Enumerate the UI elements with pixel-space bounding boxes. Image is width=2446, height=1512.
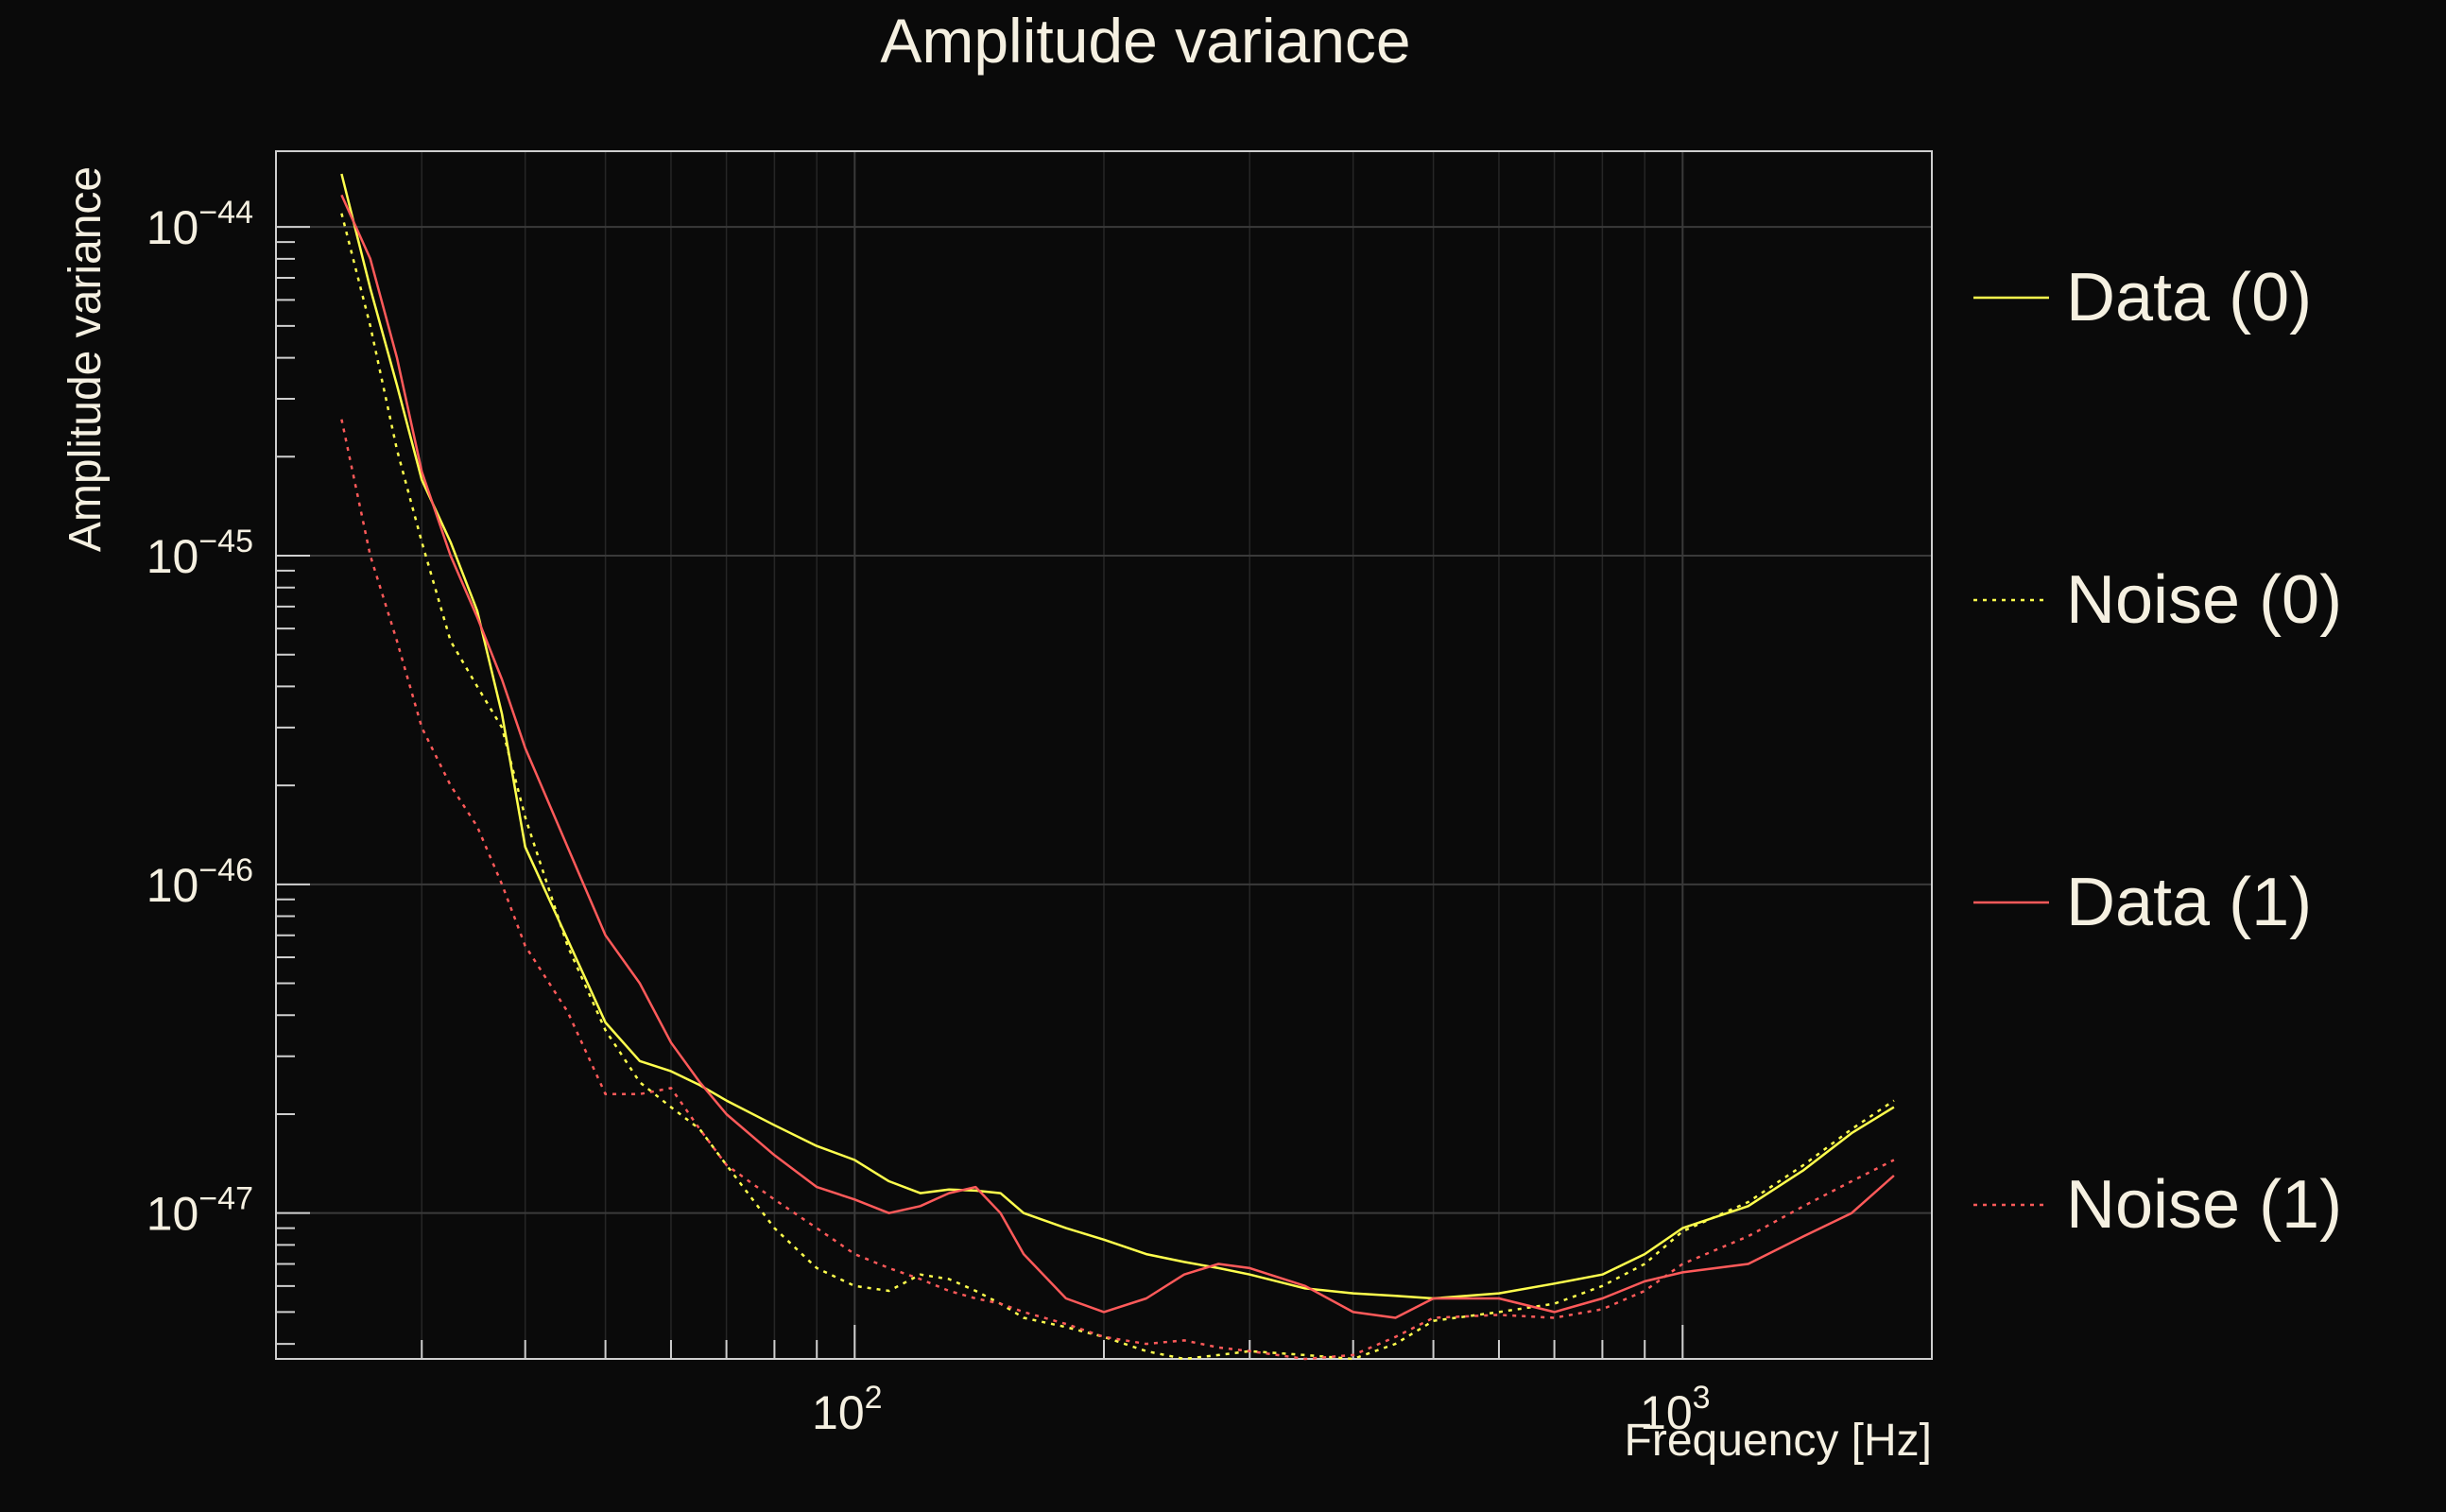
legend-label: Data (0) xyxy=(2066,260,2312,335)
series-line-2 xyxy=(340,194,1895,1319)
x-tick-label: 103 xyxy=(1640,1380,1711,1439)
x-axis-label: Frequency [Hz] xyxy=(1625,1416,1932,1466)
series-layer xyxy=(340,173,1895,1361)
x-tick-label: 102 xyxy=(812,1380,883,1439)
legend: Data (0) Noise (0) Data (1) Noise (1) xyxy=(1973,260,2342,1243)
y-tick-label: 10−45 xyxy=(146,524,253,583)
y-axis-label: Amplitude variance xyxy=(60,166,111,552)
y-tick-label: 10−47 xyxy=(146,1181,253,1241)
series-line-0 xyxy=(340,173,1895,1300)
chart-title: Amplitude variance xyxy=(880,6,1410,76)
plot-frame xyxy=(275,150,1933,1360)
legend-label: Noise (0) xyxy=(2066,562,2342,638)
y-tick-label: 10−44 xyxy=(146,195,253,254)
x-tick-labels: 102 103 xyxy=(812,1380,1711,1439)
legend-label: Data (1) xyxy=(2066,865,2312,940)
series-line-3 xyxy=(340,419,1895,1361)
y-tick-labels: 10−44 10−45 10−46 10−47 xyxy=(146,195,253,1241)
y-tick-label: 10−46 xyxy=(146,852,253,912)
legend-label: Noise (1) xyxy=(2066,1167,2342,1243)
